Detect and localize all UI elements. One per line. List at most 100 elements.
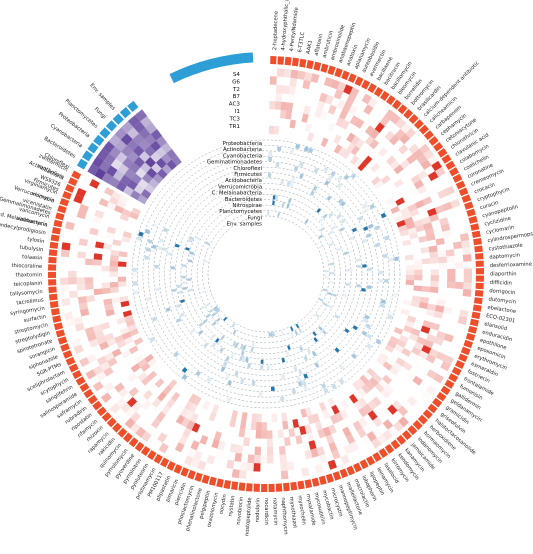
category-cell <box>140 445 151 457</box>
heat-cell <box>127 372 138 383</box>
taxon-cell <box>369 203 376 210</box>
heat-cell <box>318 454 328 464</box>
heat-cell <box>435 237 445 246</box>
taxon-cell <box>187 259 193 263</box>
heat-cell <box>399 133 411 145</box>
compound-label: curacin <box>479 200 499 211</box>
category-cell <box>283 482 290 492</box>
heat-cell <box>89 179 100 189</box>
heat-cell <box>384 384 395 395</box>
taxon-cell <box>357 215 364 222</box>
heat-cell <box>406 396 418 407</box>
taxon-cell <box>361 288 366 292</box>
heat-cell <box>148 178 159 189</box>
heat-cell <box>377 147 388 158</box>
heat-cell <box>442 201 453 211</box>
heat-cell <box>279 454 287 463</box>
taxon-cell <box>346 268 351 272</box>
taxon-cell <box>227 380 233 386</box>
category-cell <box>464 201 474 210</box>
heat-cell <box>120 133 133 146</box>
taxon-cell <box>145 247 151 252</box>
heat-cell <box>376 356 386 366</box>
heat-cell <box>374 382 385 393</box>
taxon-cell <box>334 347 340 353</box>
taxon-cell <box>321 329 327 335</box>
category-cell <box>396 434 407 445</box>
heat-cell <box>65 318 75 328</box>
category-cell <box>473 297 483 305</box>
heat-cell <box>149 140 162 152</box>
heat-cell <box>256 421 262 431</box>
heat-cell <box>406 154 417 165</box>
taxon-cell <box>279 396 285 402</box>
category-cell <box>475 275 484 282</box>
taxon-cell <box>326 195 332 201</box>
heat-cell <box>121 121 134 134</box>
taxon-cell <box>231 323 236 328</box>
heat-cell <box>461 239 471 249</box>
category-cell <box>347 73 357 84</box>
taxon-cell <box>200 305 206 310</box>
heat-cell <box>410 174 421 185</box>
heat-cell <box>117 281 127 287</box>
heat-cell <box>357 161 367 172</box>
heat-cell <box>382 419 394 430</box>
taxon-ring-label: C. Melainabacteria <box>212 191 262 197</box>
taxon-cell <box>313 375 318 380</box>
taxon-cell <box>132 272 137 277</box>
taxon-cell <box>179 312 185 318</box>
heat-cell <box>340 119 350 130</box>
category-cell <box>441 154 452 164</box>
heat-cell <box>84 326 95 336</box>
heat-cell <box>118 251 128 258</box>
category-cell <box>51 226 61 235</box>
taxon-cell <box>361 330 368 336</box>
heat-cell <box>144 353 154 363</box>
heat-cell <box>251 413 258 422</box>
heat-cell <box>353 400 363 411</box>
heat-cell <box>119 213 130 222</box>
heat-cell <box>329 414 339 425</box>
category-cell <box>153 453 163 464</box>
heat-cell <box>446 281 456 289</box>
heat-cell <box>174 442 185 453</box>
taxon-cell <box>362 264 367 268</box>
heat-cell <box>125 319 136 327</box>
taxon-ring-label: Nitrospirae <box>232 203 262 209</box>
heat-cell <box>138 139 150 152</box>
heat-cell <box>434 166 446 178</box>
category-cell <box>117 427 128 438</box>
taxon-cell <box>324 270 329 273</box>
category-cell <box>71 170 82 180</box>
taxon-cell <box>351 227 357 233</box>
taxa-arc <box>169 52 254 84</box>
heat-cell <box>268 125 275 135</box>
heat-cell <box>140 362 151 372</box>
taxon-cell <box>215 309 221 314</box>
heat-cell <box>442 229 452 238</box>
heat-cell <box>361 384 371 394</box>
heat-cell <box>188 393 198 404</box>
taxon-cell <box>328 230 334 235</box>
taxon-cell <box>383 287 388 291</box>
taxon-cell <box>324 180 330 186</box>
sample-label: T2 <box>232 87 240 93</box>
taxon-cell <box>177 290 183 295</box>
heat-cell <box>342 426 352 437</box>
taxon-cell <box>187 278 192 281</box>
category-cell <box>194 472 203 482</box>
taxon-cell <box>352 325 358 331</box>
taxon-cell <box>290 326 294 332</box>
heat-cell <box>330 79 340 90</box>
heat-cell <box>420 325 431 334</box>
category-cell <box>50 308 60 316</box>
category-cell <box>299 58 307 68</box>
taxon-cell <box>388 257 394 262</box>
taxon-cell <box>337 198 344 204</box>
heat-cell <box>114 139 127 152</box>
compound-label: tacrolimus <box>16 297 44 306</box>
heat-cell <box>144 145 156 157</box>
heat-cell <box>101 287 111 295</box>
category-cell <box>48 286 57 294</box>
